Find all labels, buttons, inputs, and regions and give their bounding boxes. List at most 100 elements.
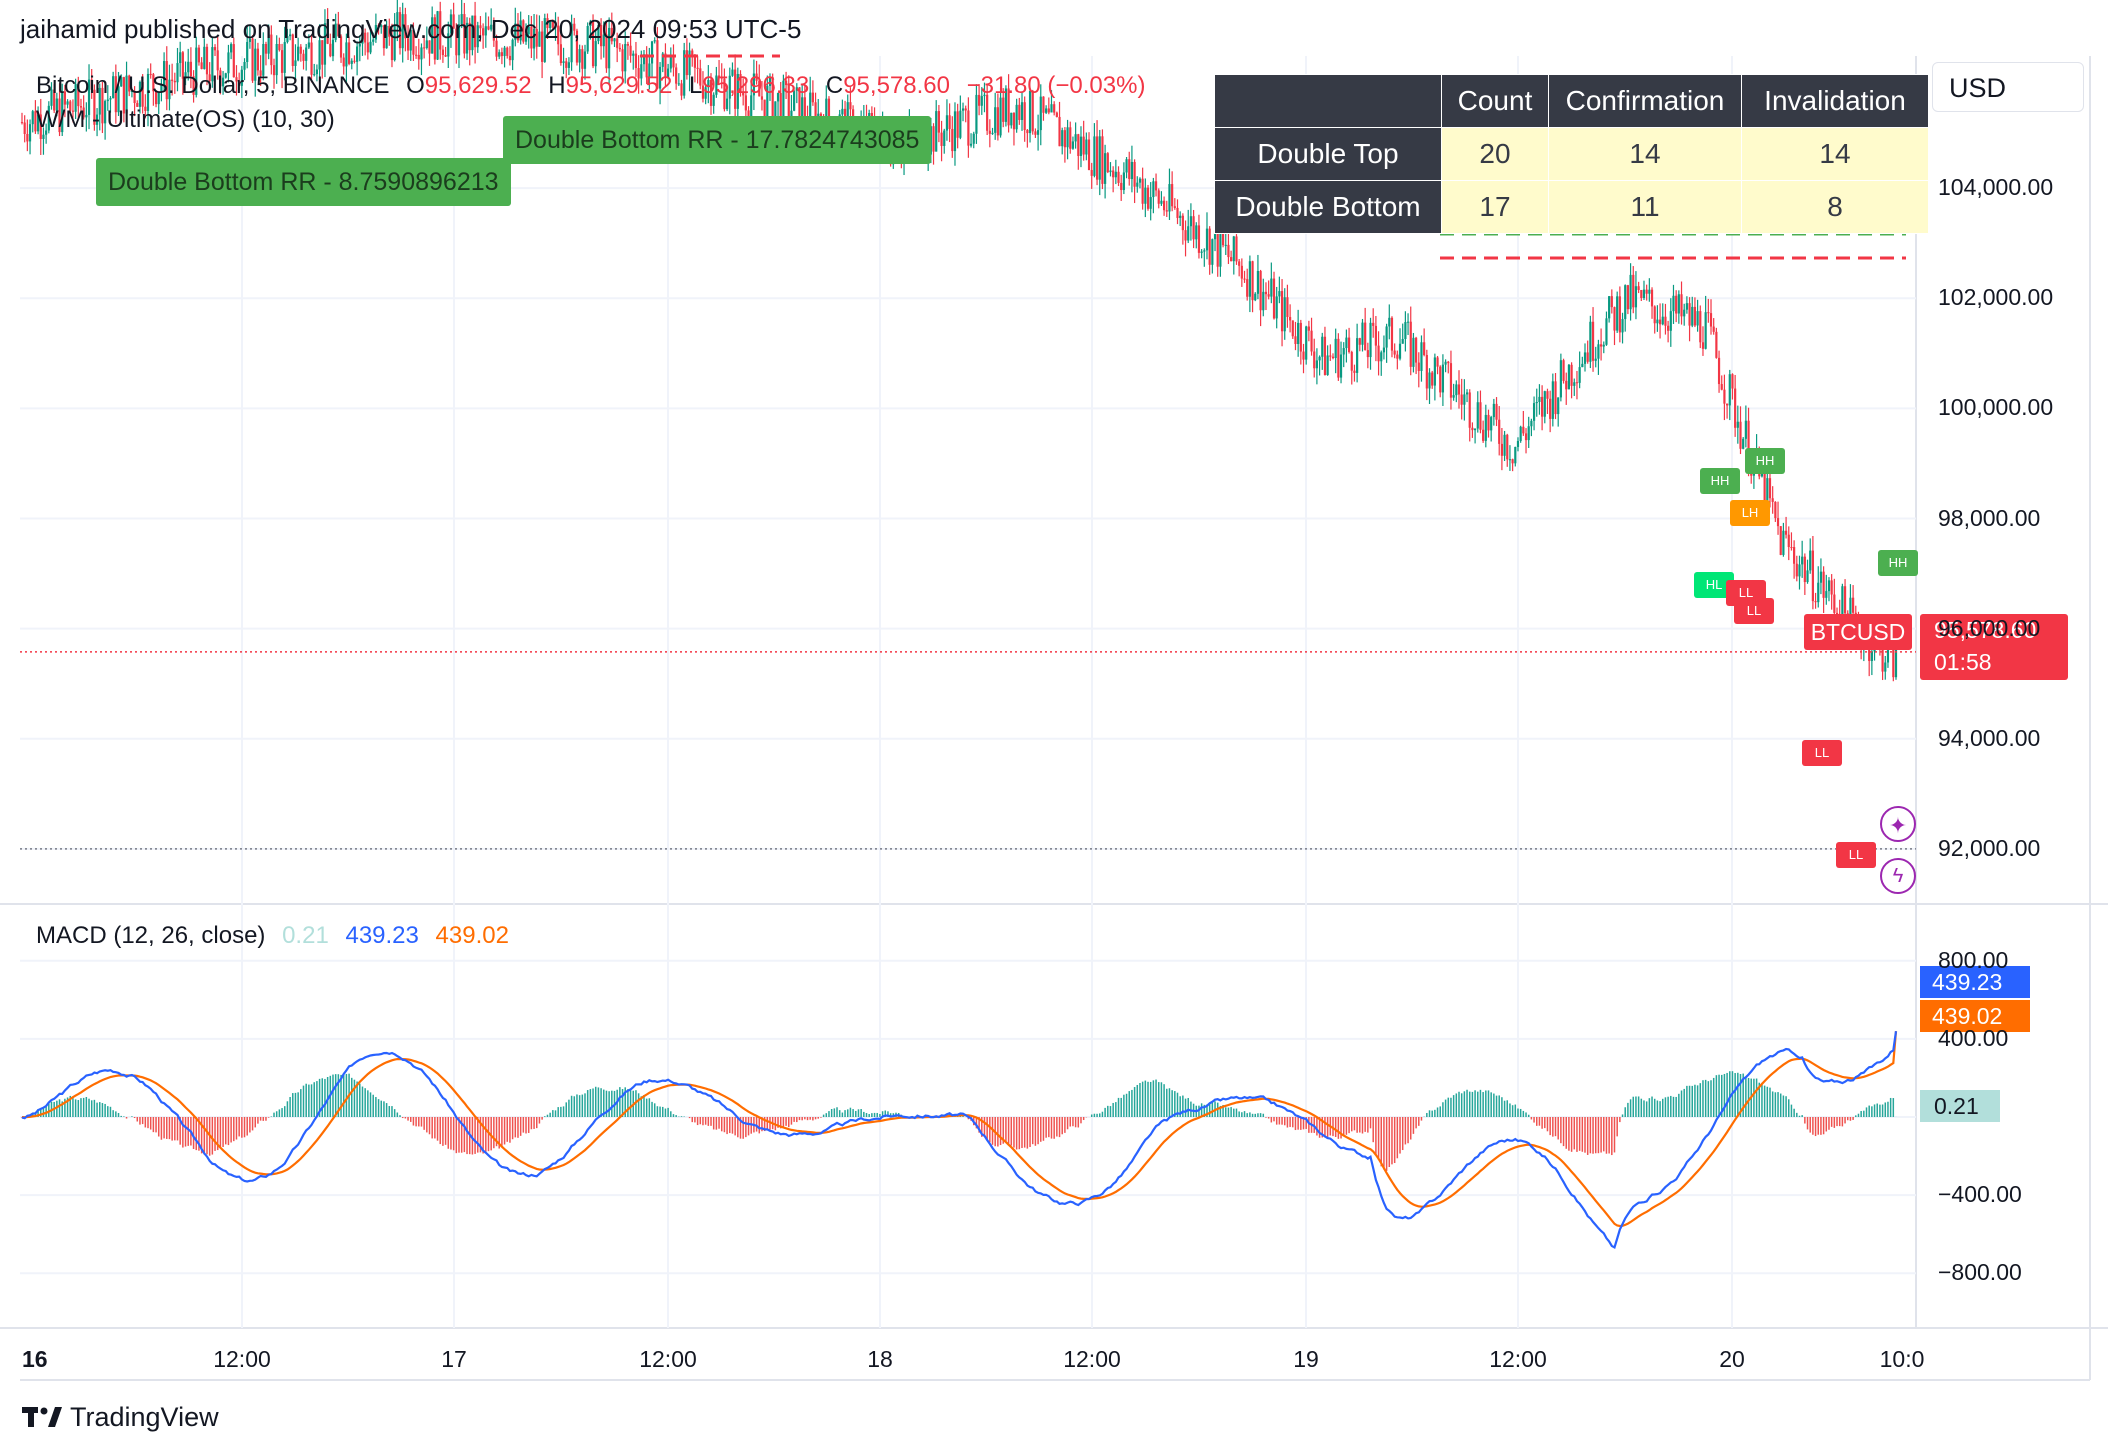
candle-body bbox=[1894, 643, 1898, 678]
candle-body bbox=[1814, 601, 1817, 603]
macd-title: MACD (12, 26, close) bbox=[36, 922, 266, 949]
candle-body bbox=[1734, 388, 1737, 428]
candle-body bbox=[1149, 197, 1152, 209]
candle-body bbox=[1473, 428, 1477, 431]
candle-body bbox=[1146, 187, 1150, 209]
candle-body bbox=[1388, 317, 1391, 327]
candle-body bbox=[1653, 306, 1656, 324]
candle-body bbox=[1189, 216, 1193, 227]
candle-body bbox=[1744, 420, 1747, 439]
candle-body bbox=[465, 22, 469, 54]
candle-body bbox=[20, 122, 24, 124]
candle-body bbox=[479, 25, 482, 29]
candle-body bbox=[1230, 257, 1233, 262]
candle-body bbox=[1232, 236, 1235, 262]
candle-body bbox=[1168, 184, 1171, 212]
candle-body bbox=[1160, 200, 1163, 204]
candle-body bbox=[567, 62, 571, 68]
candle-body bbox=[849, 102, 852, 110]
candle-body bbox=[297, 46, 300, 61]
x-tick-label: 12:00 bbox=[639, 1346, 697, 1372]
candle-body bbox=[55, 98, 58, 111]
x-tick-label: 12:00 bbox=[1063, 1346, 1121, 1372]
candle-body bbox=[1541, 396, 1544, 417]
candle-body bbox=[554, 25, 557, 28]
candle-body bbox=[948, 115, 951, 129]
candle-body bbox=[1538, 396, 1541, 402]
candle-body bbox=[1685, 303, 1688, 310]
candle-body bbox=[1095, 136, 1099, 180]
lightning-icon[interactable]: ϟ bbox=[1880, 858, 1916, 894]
high-value: 95,629.52 bbox=[565, 72, 673, 99]
candle-body bbox=[530, 26, 533, 49]
stats-count: 17 bbox=[1441, 180, 1549, 234]
candle-body bbox=[74, 84, 77, 112]
tradingview-logo[interactable]: TradingView bbox=[22, 1402, 219, 1433]
candle-body bbox=[1597, 344, 1600, 359]
stats-confirmation: 11 bbox=[1548, 180, 1742, 234]
candle-body bbox=[1272, 278, 1276, 319]
candle-body bbox=[262, 43, 265, 76]
candle-body bbox=[50, 89, 53, 106]
candle-body bbox=[1120, 182, 1123, 191]
candle-body bbox=[1632, 274, 1635, 308]
candle-body bbox=[827, 98, 831, 122]
candle-body bbox=[1356, 338, 1359, 373]
currency-selector[interactable]: USD bbox=[1932, 62, 2084, 112]
candle-body bbox=[503, 47, 506, 57]
candle-body bbox=[1396, 354, 1399, 359]
candle-body bbox=[1626, 285, 1630, 310]
candle-body bbox=[1055, 112, 1058, 117]
candle-body bbox=[1286, 297, 1289, 318]
candle-body bbox=[1321, 336, 1324, 357]
candle-body bbox=[347, 42, 351, 64]
candle-body bbox=[1830, 580, 1833, 595]
candle-body bbox=[329, 43, 332, 57]
candle-body bbox=[1551, 381, 1554, 419]
candle-body bbox=[160, 84, 163, 93]
candle-body bbox=[768, 77, 772, 86]
candle-body bbox=[1581, 363, 1584, 368]
candle-body bbox=[793, 90, 796, 111]
candle-body bbox=[1624, 285, 1627, 320]
candle-body bbox=[1372, 322, 1375, 326]
candle-body bbox=[1050, 104, 1053, 113]
symbol-legend: Bitcoin / U.S. Dollar, 5, BINANCE O95,62… bbox=[36, 72, 1145, 100]
candle-body bbox=[752, 73, 756, 96]
candle-body bbox=[246, 41, 249, 62]
candle-body bbox=[1246, 279, 1249, 297]
candle-body bbox=[1219, 229, 1222, 267]
candle-body bbox=[457, 24, 461, 56]
indicator-legend[interactable]: W/M - Ultimate(OS) (10, 30) bbox=[36, 106, 335, 133]
candle-body bbox=[230, 44, 233, 53]
price-tag-countdown: 01:58 bbox=[1934, 649, 1992, 675]
candle-body bbox=[1380, 352, 1383, 362]
candle-body bbox=[1696, 311, 1699, 326]
rr-label-2[interactable]: Double Bottom RR - 17.7824743085 bbox=[503, 116, 932, 164]
candle-body bbox=[680, 83, 683, 96]
candle-body bbox=[146, 73, 150, 111]
candle-body bbox=[1283, 297, 1286, 332]
candle-body bbox=[1680, 294, 1683, 317]
candle-body bbox=[1179, 215, 1182, 218]
candle-body bbox=[216, 50, 219, 71]
candle-body bbox=[1535, 401, 1538, 404]
candle-body bbox=[1063, 130, 1066, 148]
candle-body bbox=[1500, 443, 1503, 456]
candle-body bbox=[1594, 358, 1597, 361]
candle-body bbox=[412, 29, 415, 55]
candle-body bbox=[1358, 338, 1361, 345]
candle-body bbox=[471, 15, 474, 51]
rr-label-1[interactable]: Double Bottom RR - 8.7590896213 bbox=[96, 158, 511, 206]
candle-body bbox=[736, 73, 739, 109]
candle-body bbox=[1482, 429, 1485, 441]
candle-body bbox=[1157, 190, 1160, 204]
sparkle-icon[interactable]: ✦ bbox=[1880, 806, 1916, 842]
x-tick-label: 12:00 bbox=[1489, 1346, 1547, 1372]
candle-body bbox=[168, 79, 171, 100]
candle-body bbox=[1162, 200, 1166, 211]
candle-body bbox=[82, 107, 85, 118]
candle-body bbox=[232, 44, 235, 78]
candle-body bbox=[1463, 394, 1466, 405]
candle-body bbox=[205, 46, 209, 75]
